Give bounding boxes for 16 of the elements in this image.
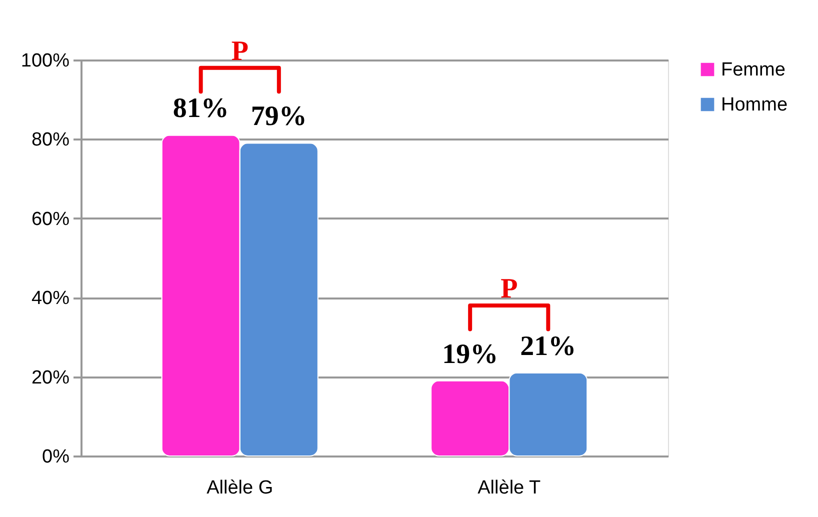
annotation: P: [500, 274, 518, 305]
data-label: 79%: [250, 101, 307, 132]
y-tick-label: 100%: [20, 50, 70, 72]
annotation: P: [231, 36, 248, 67]
legend-label: Femme: [721, 60, 786, 80]
x-tick-label: Allèle G: [206, 478, 274, 498]
y-tick-label: 80%: [31, 130, 70, 151]
legend-label: Homme: [721, 94, 788, 116]
data-label: 81%: [172, 93, 229, 124]
y-tick-label: 60%: [31, 208, 70, 230]
x-tick-label: Allèle T: [478, 478, 542, 498]
y-tick-label: 0%: [42, 446, 70, 468]
y-tick-label: 40%: [31, 288, 70, 310]
data-label: 19%: [442, 338, 498, 370]
data-label: 21%: [520, 330, 576, 362]
y-tick-label: 20%: [31, 367, 70, 388]
